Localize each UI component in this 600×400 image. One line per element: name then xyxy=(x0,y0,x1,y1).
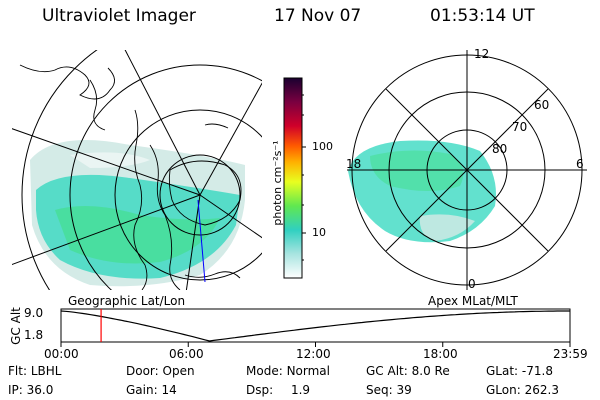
time-tick-1200: 12:00 xyxy=(296,347,331,361)
mlt-label-6: 6 xyxy=(576,157,584,171)
mlat-label-70: 70 xyxy=(512,120,528,134)
info-mode: Mode: Normal xyxy=(246,364,330,378)
info-gain: Gain: 14 xyxy=(126,383,177,397)
altitude-curve xyxy=(60,310,570,342)
info-gc-alt: GC Alt: 8.0 Re xyxy=(366,364,450,378)
altitude-ytick-bottom: 1.8 xyxy=(24,328,44,342)
altitude-plot-frame xyxy=(60,308,571,343)
info-ip: IP: 36.0 xyxy=(8,383,54,397)
colorbar-panel xyxy=(283,77,306,279)
colorbar-unit-label: photon cm⁻²s⁻¹ xyxy=(271,140,284,226)
colorbar-tick-10: 10 xyxy=(312,226,326,239)
altitude-ylabel: GC Alt xyxy=(9,307,23,345)
colorbar xyxy=(283,77,303,279)
info-dsp: Dsp: 1.9 xyxy=(246,383,311,397)
mlt-label-18: 18 xyxy=(346,157,362,171)
date-display: 17 Nov 07 xyxy=(274,6,362,26)
info-flt: Flt: LBHL xyxy=(8,364,62,378)
info-glon: GLon: 262.3 xyxy=(486,383,559,397)
mlt-label-0: 0 xyxy=(468,277,476,291)
orbit-track xyxy=(197,199,206,283)
mlt-label-12: 12 xyxy=(474,47,490,61)
geo-coastlines xyxy=(19,64,242,290)
apex-mlt-grid xyxy=(347,50,587,290)
geographic-map-panel xyxy=(12,50,262,290)
info-glat: GLat: -71.8 xyxy=(486,364,553,378)
altitude-ytick-top: 9.0 xyxy=(24,306,44,320)
time-display: 01:53:14 UT xyxy=(430,6,535,26)
time-tick-1800: 18:00 xyxy=(423,347,458,361)
app-title: Ultraviolet Imager xyxy=(42,6,196,26)
altitude-plot xyxy=(60,308,571,347)
info-door: Door: Open xyxy=(126,364,195,378)
apex-panel-caption: Apex MLat/MLT xyxy=(428,294,518,308)
info-seq: Seq: 39 xyxy=(366,383,412,397)
aurora-image-apex xyxy=(348,140,496,243)
aurora-image-geo xyxy=(30,140,245,287)
time-tick-0600: 06:00 xyxy=(169,347,204,361)
apex-polar-panel xyxy=(347,50,587,290)
time-tick-0000: 00:00 xyxy=(44,347,79,361)
mlat-label-80: 80 xyxy=(492,142,508,156)
mlat-label-60: 60 xyxy=(534,98,550,112)
colorbar-tick-100: 100 xyxy=(312,140,333,153)
geo-latitude-grid xyxy=(21,50,262,290)
geo-panel-caption: Geographic Lat/Lon xyxy=(68,294,186,308)
time-tick-2359: 23:59 xyxy=(553,347,588,361)
